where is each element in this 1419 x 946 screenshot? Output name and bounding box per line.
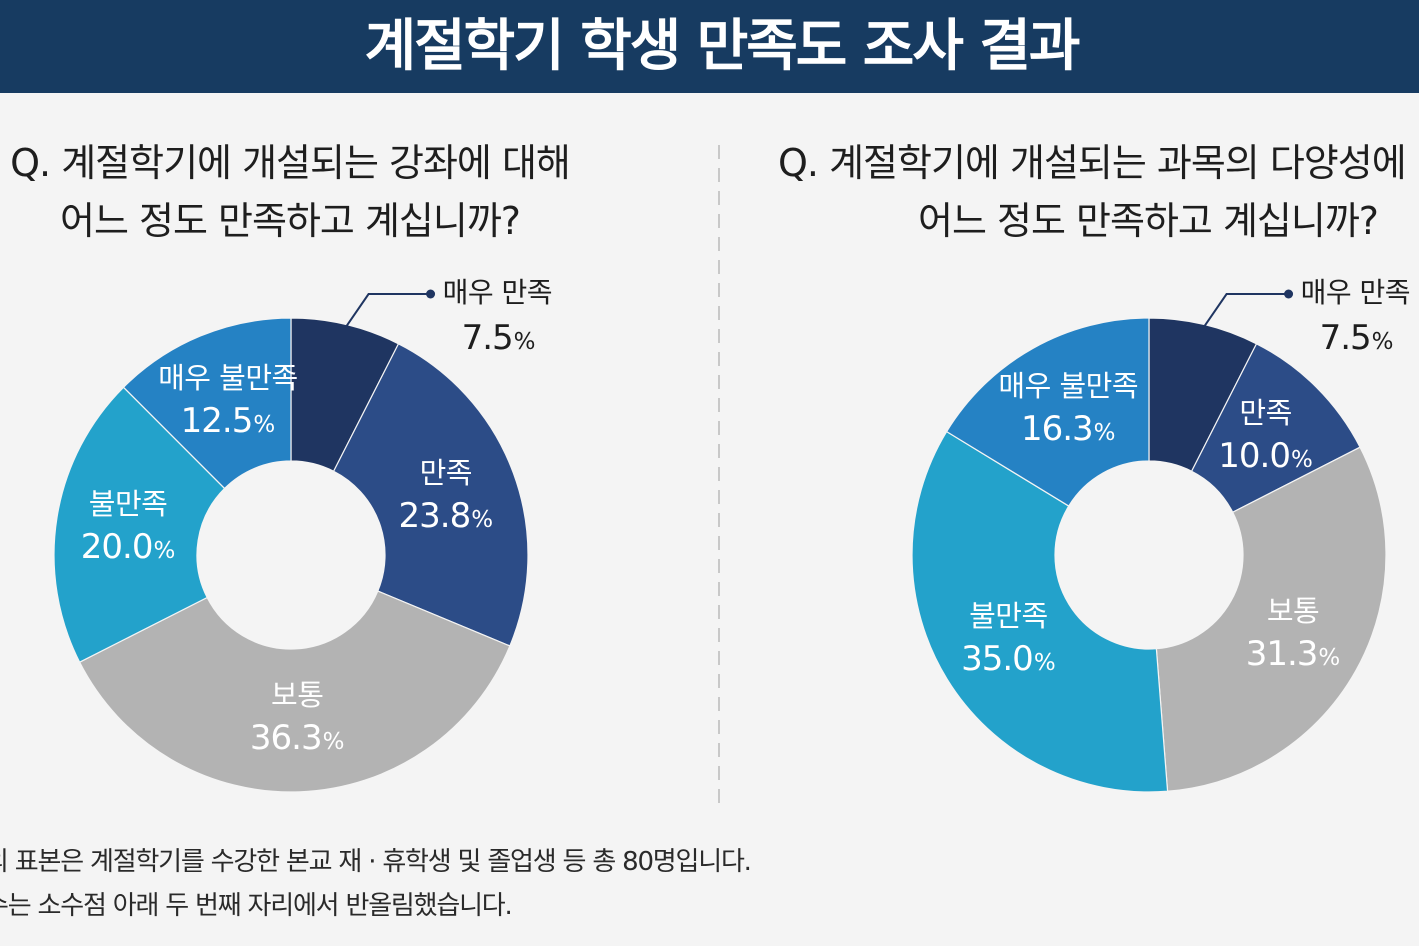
leader-dot bbox=[1284, 289, 1294, 299]
slice-value-number: 7.5 bbox=[461, 318, 514, 358]
slice-value-number: 16.3 bbox=[1020, 409, 1094, 450]
donut-slice-satisfied bbox=[332, 342, 529, 647]
donut-slice-very-dissatisfied bbox=[122, 317, 292, 490]
slice-label-name: 만족 bbox=[419, 455, 473, 490]
percent-sign: % bbox=[1033, 650, 1056, 677]
slice-value-number: 31.3 bbox=[1245, 633, 1319, 674]
donut-slice-neutral bbox=[1155, 446, 1387, 792]
donut-chart-course-satisfaction: 매우 만족 7.5% 만족 23.8% 보통 36.3% 불만족 20.0% 매우 불만족 12.… bbox=[0, 260, 600, 810]
slice-label-value: 23.8% bbox=[399, 493, 494, 543]
slice-label: 불만족 20.0% bbox=[81, 484, 176, 574]
title-bar: 계절학기 학생 만족도 조사 결과 bbox=[0, 0, 1419, 93]
slice-label-value: 12.5% bbox=[158, 398, 298, 448]
percent-sign: % bbox=[1291, 447, 1313, 474]
slice-value-number: 20.0 bbox=[80, 526, 154, 567]
percent-sign: % bbox=[1371, 329, 1394, 355]
slice-value-number: 35.0 bbox=[961, 639, 1034, 680]
slice-label-value: 20.0% bbox=[81, 524, 176, 574]
slice-label-name: 매우 만족 bbox=[442, 276, 553, 309]
slice-label: 보통 36.3% bbox=[250, 675, 345, 765]
footnote-rounding: 수는 소수점 아래 두 번째 자리에서 반올림했습니다. bbox=[0, 891, 513, 921]
slice-label-name: 매우 불만족 bbox=[998, 369, 1139, 404]
donut-slice-dissatisfied bbox=[53, 386, 226, 663]
slice-value-number: 10.0 bbox=[1218, 436, 1291, 477]
question-diversity-line-1: Q. 계절학기에 개설되는 과목의 다양성에 bbox=[778, 141, 1407, 185]
donut-chart-svg bbox=[53, 289, 529, 793]
slice-label: 만족 23.8% bbox=[399, 453, 494, 543]
slice-label-name: 매우 만족 bbox=[1300, 276, 1411, 309]
slice-label: 보통 31.3% bbox=[1246, 591, 1341, 681]
page-title: 계절학기 학생 만족도 조사 결과 bbox=[364, 14, 1081, 79]
leader-line bbox=[344, 293, 431, 329]
slice-label-value: 10.0% bbox=[1218, 433, 1313, 483]
percent-sign: % bbox=[153, 537, 176, 564]
slice-label-name: 매우 불만족 bbox=[158, 360, 298, 395]
footnote-sample: 의 표본은 계절학기를 수강한 본교 재 · 휴학생 및 졸업생 등 총 80명… bbox=[0, 847, 752, 877]
percent-sign: % bbox=[513, 329, 536, 355]
slice-label-name: 보통 bbox=[271, 677, 324, 712]
donut-slice-neutral bbox=[78, 590, 511, 793]
leader-line bbox=[1202, 293, 1289, 329]
leader-dot bbox=[426, 289, 436, 299]
slice-value-number: 7.5 bbox=[1319, 318, 1372, 358]
slice-label-value: 7.5% bbox=[1320, 315, 1394, 365]
percent-sign: % bbox=[471, 506, 494, 533]
slice-label-value: 36.3% bbox=[250, 715, 345, 765]
slice-value-number: 23.8 bbox=[398, 495, 472, 536]
slice-value-number: 36.3 bbox=[249, 717, 323, 758]
slice-label: 매우 불만족 16.3% bbox=[998, 366, 1138, 456]
question-courses-line-1: Q. 계절학기에 개설되는 강좌에 대해 bbox=[10, 141, 571, 185]
slice-value-number: 12.5 bbox=[180, 400, 254, 441]
percent-sign: % bbox=[1318, 644, 1341, 671]
donut-label-layer: 매우 만족 7.5% 만족 10.0% 보통 31.3% 불만족 35.0% 매우 불만족 16.… bbox=[720, 260, 1419, 810]
question-diversity-line-2: 어느 정도 만족하고 계십니까? bbox=[918, 199, 1379, 243]
slice-label: 만족 10.0% bbox=[1218, 393, 1313, 483]
donut-slice-dissatisfied bbox=[911, 430, 1169, 793]
donut-chart-subject-diversity: 매우 만족 7.5% 만족 10.0% 보통 31.3% 불만족 35.0% 매우 불만족 16.… bbox=[720, 260, 1419, 810]
slice-label-name: 보통 bbox=[1266, 593, 1320, 628]
percent-sign: % bbox=[322, 728, 345, 755]
slice-label: 매우 불만족 12.5% bbox=[158, 358, 298, 448]
donut-label-layer: 매우 만족 7.5% 만족 23.8% 보통 36.3% 불만족 20.0% 매우 불만족 12.… bbox=[0, 260, 600, 810]
slice-label-name: 불만족 bbox=[969, 599, 1048, 634]
slice-label: 불만족 35.0% bbox=[961, 596, 1056, 686]
question-courses-line-2: 어느 정도 만족하고 계십니까? bbox=[60, 199, 521, 243]
donut-chart-svg bbox=[911, 289, 1387, 793]
percent-sign: % bbox=[253, 411, 276, 438]
donut-slice-very-dissatisfied bbox=[945, 317, 1150, 507]
percent-sign: % bbox=[1093, 420, 1116, 447]
slice-label-value: 31.3% bbox=[1246, 631, 1341, 681]
slice-label-name: 불만족 bbox=[88, 486, 168, 521]
dashed-divider bbox=[718, 145, 720, 807]
slice-label-value: 7.5% bbox=[462, 315, 536, 365]
slice-label-value: 35.0% bbox=[961, 636, 1056, 686]
slice-label-value: 16.3% bbox=[998, 406, 1138, 456]
slice-label-name: 만족 bbox=[1239, 396, 1292, 431]
